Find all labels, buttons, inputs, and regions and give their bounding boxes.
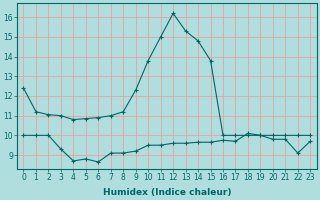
X-axis label: Humidex (Indice chaleur): Humidex (Indice chaleur): [103, 188, 231, 197]
